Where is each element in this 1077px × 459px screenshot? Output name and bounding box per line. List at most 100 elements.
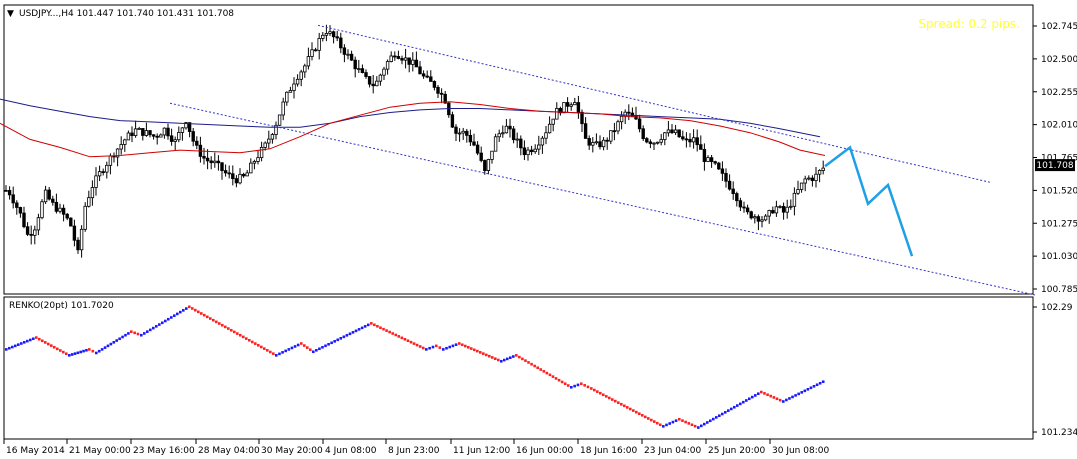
candle-body xyxy=(432,81,437,88)
candle-body xyxy=(245,172,249,177)
renko-brick xyxy=(515,354,518,357)
indicator-panel[interactable] xyxy=(3,296,1034,440)
price-tick-label: 102.010 xyxy=(1041,121,1077,131)
renko-brick xyxy=(130,330,133,333)
renko-brick xyxy=(464,344,467,348)
renko-brick xyxy=(209,317,212,320)
renko-brick xyxy=(435,344,438,348)
candle-body xyxy=(317,38,321,51)
candle-body xyxy=(508,125,512,130)
candle-body xyxy=(666,129,671,134)
candle-body xyxy=(249,162,253,174)
candle-body xyxy=(547,123,552,134)
time-tick-label: 23 May 16:00 xyxy=(133,446,195,456)
candle-body xyxy=(382,68,386,76)
candle-body xyxy=(25,226,30,235)
renko-brick xyxy=(170,316,173,319)
price-tick-label: 101.520 xyxy=(1041,186,1077,196)
renko-brick xyxy=(218,322,221,325)
renko-brick xyxy=(76,351,80,355)
renko-brick xyxy=(79,350,83,354)
candle-body xyxy=(774,206,779,214)
renko-brick xyxy=(95,351,98,355)
renko-brick xyxy=(47,342,50,346)
candle-body xyxy=(299,71,303,80)
candle-body xyxy=(799,182,804,190)
renko-brick xyxy=(662,425,665,428)
renko-brick xyxy=(671,420,675,424)
renko-brick xyxy=(775,397,779,401)
renko-brick xyxy=(518,355,521,359)
candle-body xyxy=(353,59,357,70)
renko-brick xyxy=(109,342,113,346)
renko-brick xyxy=(146,330,149,333)
renko-brick xyxy=(736,404,739,407)
candle-body xyxy=(709,157,714,163)
main-chart-panel[interactable] xyxy=(3,4,1034,295)
candle-body xyxy=(814,173,818,181)
candle-body xyxy=(357,68,361,71)
renko-brick xyxy=(503,358,506,362)
candle-body xyxy=(753,216,757,219)
candle-body xyxy=(331,31,336,38)
overlay-lines xyxy=(0,24,1036,296)
candle-body xyxy=(173,139,177,142)
renko-brick xyxy=(11,345,14,349)
candle-body xyxy=(159,134,163,138)
symbol-dropdown-icon[interactable]: ▼ xyxy=(7,9,14,19)
candle-body xyxy=(79,228,84,251)
renko-brick xyxy=(376,324,379,328)
candle-body xyxy=(364,72,368,77)
renko-brick xyxy=(106,344,110,348)
candle-body xyxy=(310,49,314,57)
candle-body xyxy=(313,49,318,52)
candle-body xyxy=(241,173,246,177)
candle-body xyxy=(583,123,588,139)
candle-body xyxy=(7,190,12,196)
renko-brick xyxy=(185,307,188,310)
renko-brick xyxy=(812,384,816,388)
renko-brick xyxy=(554,377,558,380)
renko-brick xyxy=(632,409,635,412)
renko-brick xyxy=(203,313,206,317)
renko-brick xyxy=(287,348,291,351)
renko-brick xyxy=(133,331,136,335)
renko-brick xyxy=(415,343,419,347)
candle-body xyxy=(87,197,91,207)
candle-body xyxy=(429,76,433,82)
renko-brick xyxy=(494,357,497,361)
time-tick-label: 21 May 00:00 xyxy=(69,446,131,456)
candle-body xyxy=(40,201,44,219)
renko-brick xyxy=(324,344,327,348)
candle-body xyxy=(540,137,545,146)
candle-body xyxy=(407,57,411,65)
renko-brick xyxy=(26,339,29,343)
candle-body xyxy=(731,188,735,194)
candle-body xyxy=(259,146,264,159)
renko-brick xyxy=(345,334,349,337)
renko-brick xyxy=(748,397,751,401)
candle-body xyxy=(411,59,415,65)
price-axis: 102.745 102.500 102.255 102.010 101.765 101.5… xyxy=(1033,22,1077,295)
candle-body xyxy=(51,198,55,203)
candle-body xyxy=(490,150,494,160)
candle-body xyxy=(403,57,408,61)
time-tick-label: 28 May 04:00 xyxy=(198,446,260,456)
candle-body xyxy=(439,92,444,95)
renko-brick xyxy=(5,348,8,351)
time-tick-label: 4 Jun 08:00 xyxy=(325,446,377,456)
candle-body xyxy=(771,210,775,214)
candle-body xyxy=(454,126,458,134)
candle-body xyxy=(33,229,37,236)
candle-body xyxy=(648,141,653,144)
renko-brick xyxy=(797,392,800,396)
renko-brick xyxy=(233,330,236,334)
renko-brick xyxy=(788,397,791,400)
candle-body xyxy=(292,83,296,91)
renko-brick xyxy=(665,423,668,427)
candle-body xyxy=(691,137,696,143)
candle-series xyxy=(4,24,825,258)
renko-brick xyxy=(155,325,158,328)
time-tick-label: 30 Jun 08:00 xyxy=(772,446,829,456)
